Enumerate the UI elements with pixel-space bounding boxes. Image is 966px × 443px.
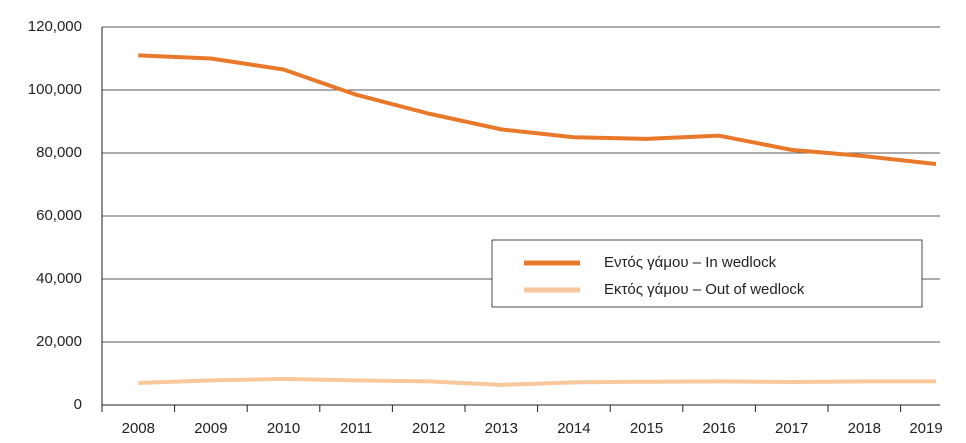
- x-tick-label: 2017: [775, 420, 808, 437]
- x-tick-label: 2014: [557, 420, 590, 437]
- y-tick-label: 0: [74, 396, 82, 413]
- x-tick-label: 2016: [702, 420, 735, 437]
- y-tick-label: 100,000: [28, 81, 82, 98]
- legend-box: [491, 239, 923, 308]
- x-tick-label: 2009: [194, 420, 227, 437]
- x-tick-label: 2012: [412, 420, 445, 437]
- y-tick-label: 80,000: [36, 144, 82, 161]
- x-tick-label: 2013: [485, 420, 518, 437]
- x-tick-label: 2008: [122, 420, 155, 437]
- series-line: [138, 376, 936, 387]
- x-tick-label: 2018: [848, 420, 881, 437]
- x-tick-label: 2015: [630, 420, 663, 437]
- series-line: [138, 53, 937, 167]
- x-tick-label: 2011: [340, 420, 372, 437]
- legend-label: Εντός γάμου – In wedlock: [604, 254, 777, 271]
- y-tick-label: 60,000: [36, 207, 82, 224]
- y-tick-label: 120,000: [28, 18, 82, 35]
- y-tick-label: 20,000: [36, 333, 82, 350]
- y-tick-label: 40,000: [36, 270, 82, 287]
- x-tick-label: 2019: [909, 420, 942, 437]
- x-tick-label: 2010: [267, 420, 300, 437]
- legend-label: Εκτός γάμου – Out of wedlock: [604, 281, 805, 298]
